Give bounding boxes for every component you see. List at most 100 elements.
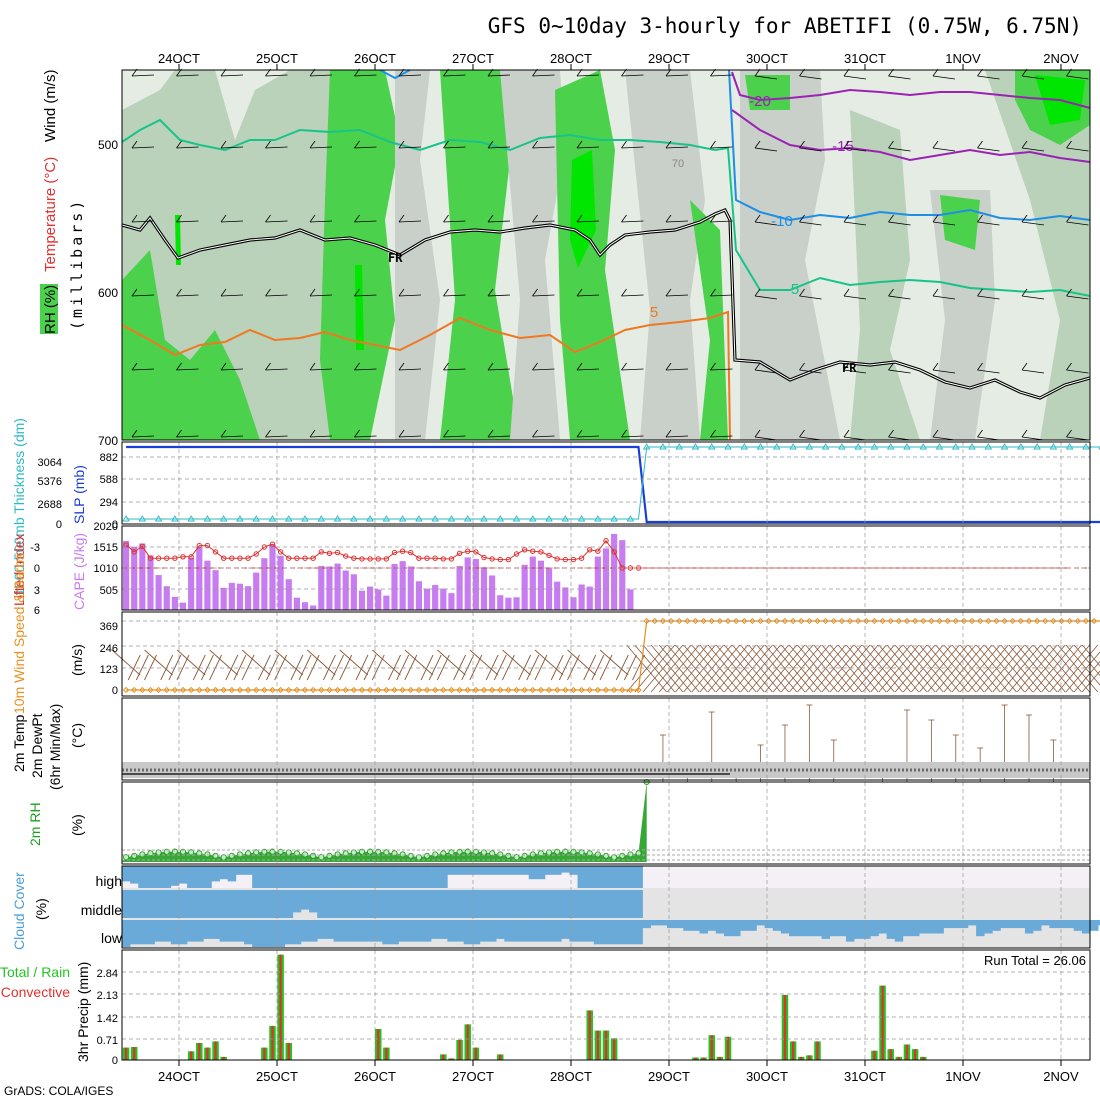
temp2m-unit: (°C) bbox=[69, 723, 85, 748]
cloud-bar bbox=[553, 920, 562, 942]
cape-ltick: 0 bbox=[34, 563, 40, 575]
precip-bar-conv bbox=[718, 1056, 722, 1060]
cloud-bar bbox=[789, 920, 798, 937]
date-label-top: 29OCT bbox=[648, 51, 690, 66]
thickness-marker bbox=[431, 515, 439, 522]
upper-wind-barb bbox=[888, 140, 911, 152]
cloud-bar bbox=[992, 920, 1001, 931]
cloud-bar bbox=[317, 890, 326, 918]
thickness-marker bbox=[919, 443, 928, 450]
wind-barb bbox=[1016, 644, 1058, 693]
wind-barb bbox=[1033, 644, 1074, 693]
cape-bar bbox=[188, 557, 195, 610]
cloud-bar bbox=[195, 920, 204, 942]
cape-ltick: 3 bbox=[34, 585, 40, 597]
thickness-marker bbox=[447, 515, 456, 522]
wind-barb bbox=[323, 654, 336, 681]
cloud-bar bbox=[333, 890, 342, 918]
cape-bar bbox=[350, 574, 357, 610]
cloud-bar bbox=[146, 866, 155, 888]
wind-barb bbox=[780, 644, 822, 693]
cape-bar bbox=[562, 587, 569, 610]
precip-tick: 0 bbox=[112, 1055, 118, 1067]
wind-barb bbox=[388, 654, 401, 681]
wind-marker bbox=[301, 686, 309, 694]
rh2m-unit: (%) bbox=[69, 814, 85, 836]
wind-barb bbox=[837, 644, 879, 693]
upper-wind-barb bbox=[754, 362, 778, 374]
cloud-bar bbox=[780, 920, 790, 934]
freezing-label: FR bbox=[842, 361, 857, 375]
rh-shade-moist bbox=[850, 110, 920, 440]
date-label-top: 24OCT bbox=[158, 51, 200, 66]
upper-wind-barb bbox=[621, 288, 644, 297]
wind-marker bbox=[1017, 617, 1024, 625]
cloud-bar bbox=[772, 920, 782, 931]
wind-marker bbox=[179, 686, 187, 694]
rh2m-marker bbox=[529, 851, 536, 858]
cape-bar bbox=[301, 602, 309, 610]
wind-barb bbox=[715, 644, 757, 693]
precip-tick: 0.71 bbox=[97, 1035, 118, 1047]
upper-wind-barb bbox=[398, 288, 422, 297]
precip-bar-conv bbox=[808, 1055, 811, 1060]
upper-wind-barb bbox=[398, 429, 422, 438]
cloud-bar bbox=[366, 866, 375, 888]
cloud-bar bbox=[569, 920, 578, 942]
wind-barb bbox=[225, 654, 239, 681]
cape-bar bbox=[220, 587, 227, 610]
slp-ltick: 3064 bbox=[38, 457, 62, 469]
upper-wind-barb bbox=[309, 362, 333, 371]
cape-bar bbox=[440, 588, 447, 610]
upper-wind-barb bbox=[532, 214, 555, 223]
li-marker bbox=[245, 555, 251, 561]
thickness-marker bbox=[659, 443, 667, 450]
slp-rtick: 294 bbox=[100, 497, 118, 509]
wind-marker bbox=[822, 617, 829, 625]
panel-frame bbox=[121, 865, 1091, 949]
date-label-bottom: 1NOV bbox=[945, 1069, 981, 1084]
wind10m-barbs bbox=[111, 644, 1100, 693]
upper-wind-barb bbox=[532, 362, 555, 371]
rh-shade-moist bbox=[940, 195, 980, 250]
wind-barb bbox=[829, 644, 871, 693]
thickness-marker bbox=[284, 515, 293, 522]
precip-bar-conv bbox=[279, 954, 282, 1060]
cloud-bar bbox=[634, 866, 643, 888]
cloud-bar bbox=[878, 920, 887, 934]
upper-wind-barb bbox=[977, 288, 1000, 300]
wind-marker bbox=[521, 686, 528, 694]
rh-shade-moist bbox=[122, 250, 260, 440]
cloud-bar bbox=[406, 866, 416, 888]
thickness-marker bbox=[350, 515, 358, 522]
wind-marker bbox=[554, 686, 561, 694]
cloud-bar bbox=[1073, 920, 1083, 931]
cloud-bar bbox=[544, 866, 554, 875]
li-marker bbox=[448, 556, 455, 562]
wind-barb bbox=[870, 644, 912, 693]
panel-frame bbox=[121, 949, 1091, 1061]
thickness-marker bbox=[187, 515, 195, 522]
thickness-marker bbox=[1033, 443, 1041, 450]
wind-marker bbox=[269, 686, 276, 694]
li-marker bbox=[562, 556, 569, 563]
cloud-bar bbox=[585, 920, 595, 942]
upper-wind-barb bbox=[131, 429, 155, 438]
thickness-marker bbox=[333, 515, 342, 522]
cloud-bar bbox=[520, 920, 530, 942]
cloud-bar bbox=[219, 866, 229, 880]
cloud-bar bbox=[1065, 920, 1075, 929]
cloud-bar bbox=[178, 866, 188, 884]
rh-shade-moist bbox=[175, 215, 181, 265]
cloud-bar bbox=[927, 920, 936, 934]
wind-barb bbox=[951, 644, 993, 693]
cape-bar bbox=[139, 543, 146, 610]
cloud-bar bbox=[154, 866, 163, 888]
rh2m-marker bbox=[578, 849, 585, 856]
cloud-bar bbox=[244, 890, 253, 918]
rh2m-marker bbox=[546, 849, 553, 856]
cloud-bar bbox=[276, 890, 285, 918]
wind10m-speed-line bbox=[126, 620, 1100, 691]
cloud-bar bbox=[1081, 920, 1091, 934]
upper-wind-barb bbox=[1066, 140, 1089, 152]
